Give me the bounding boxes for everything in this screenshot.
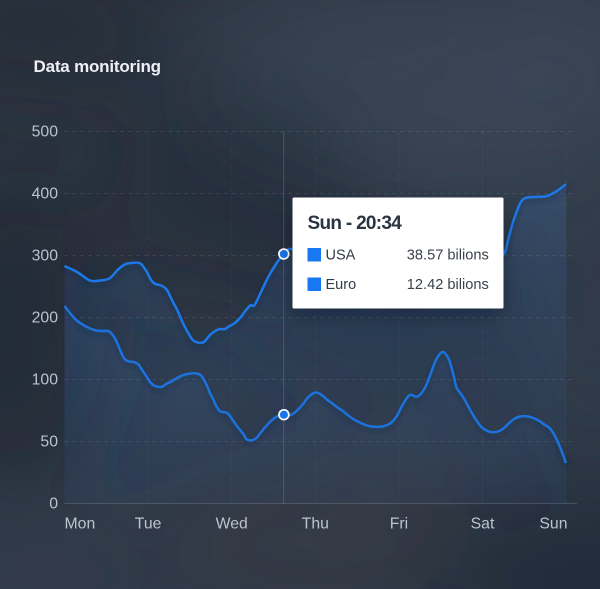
svg-text:Wed: Wed	[216, 516, 248, 533]
svg-text:Euro: Euro	[326, 277, 357, 293]
svg-text:USA: USA	[326, 247, 356, 263]
svg-text:400: 400	[32, 186, 59, 203]
svg-text:50: 50	[40, 434, 58, 451]
svg-text:Data monitoring: Data monitoring	[34, 57, 161, 76]
svg-text:Fri: Fri	[390, 516, 408, 533]
svg-text:38.57 bilions: 38.57 bilions	[407, 247, 489, 263]
svg-text:12.42 bilions: 12.42 bilions	[407, 277, 489, 293]
svg-text:Tue: Tue	[135, 516, 162, 533]
svg-text:0: 0	[49, 496, 58, 513]
svg-text:Sun: Sun	[539, 516, 567, 533]
svg-text:100: 100	[32, 372, 59, 389]
svg-text:Mon: Mon	[65, 516, 96, 533]
svg-text:Sun - 20:34: Sun - 20:34	[308, 213, 403, 234]
svg-text:Sat: Sat	[471, 516, 495, 533]
svg-text:Thu: Thu	[302, 516, 329, 533]
svg-text:500: 500	[32, 124, 59, 141]
svg-text:200: 200	[32, 310, 59, 327]
svg-text:300: 300	[32, 248, 59, 265]
